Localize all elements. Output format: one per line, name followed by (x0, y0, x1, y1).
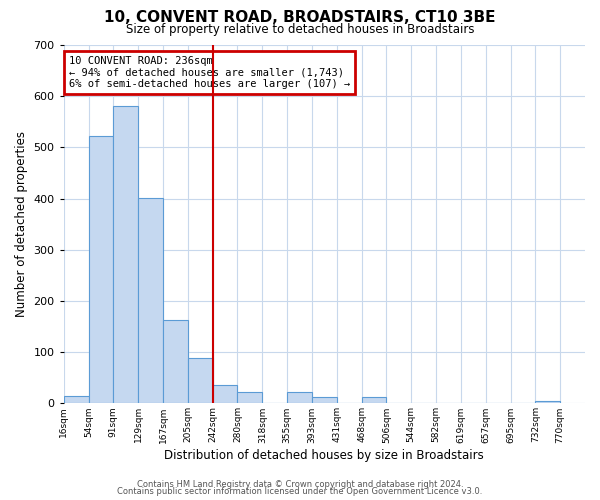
Text: Contains HM Land Registry data © Crown copyright and database right 2024.: Contains HM Land Registry data © Crown c… (137, 480, 463, 489)
Bar (188, 358, 212, 404)
Text: 10 CONVENT ROAD: 236sqm
← 94% of detached houses are smaller (1,743)
6% of semi-: 10 CONVENT ROAD: 236sqm ← 94% of detache… (69, 56, 350, 89)
Bar (535, 401, 560, 404)
X-axis label: Distribution of detached houses by size in Broadstairs: Distribution of detached houses by size … (164, 450, 484, 462)
Text: Size of property relative to detached houses in Broadstairs: Size of property relative to detached ho… (126, 22, 474, 36)
Bar (312, 398, 337, 404)
Bar (238, 392, 262, 404)
Text: 10, CONVENT ROAD, BROADSTAIRS, CT10 3BE: 10, CONVENT ROAD, BROADSTAIRS, CT10 3BE (104, 10, 496, 25)
Bar (64, 396, 89, 404)
Text: Contains public sector information licensed under the Open Government Licence v3: Contains public sector information licen… (118, 488, 482, 496)
Bar (212, 386, 238, 404)
Bar (287, 392, 312, 404)
Bar (138, 198, 163, 404)
Bar (89, 136, 113, 404)
Bar (362, 398, 386, 404)
Bar (113, 106, 138, 404)
Y-axis label: Number of detached properties: Number of detached properties (15, 131, 28, 317)
Bar (163, 320, 188, 404)
